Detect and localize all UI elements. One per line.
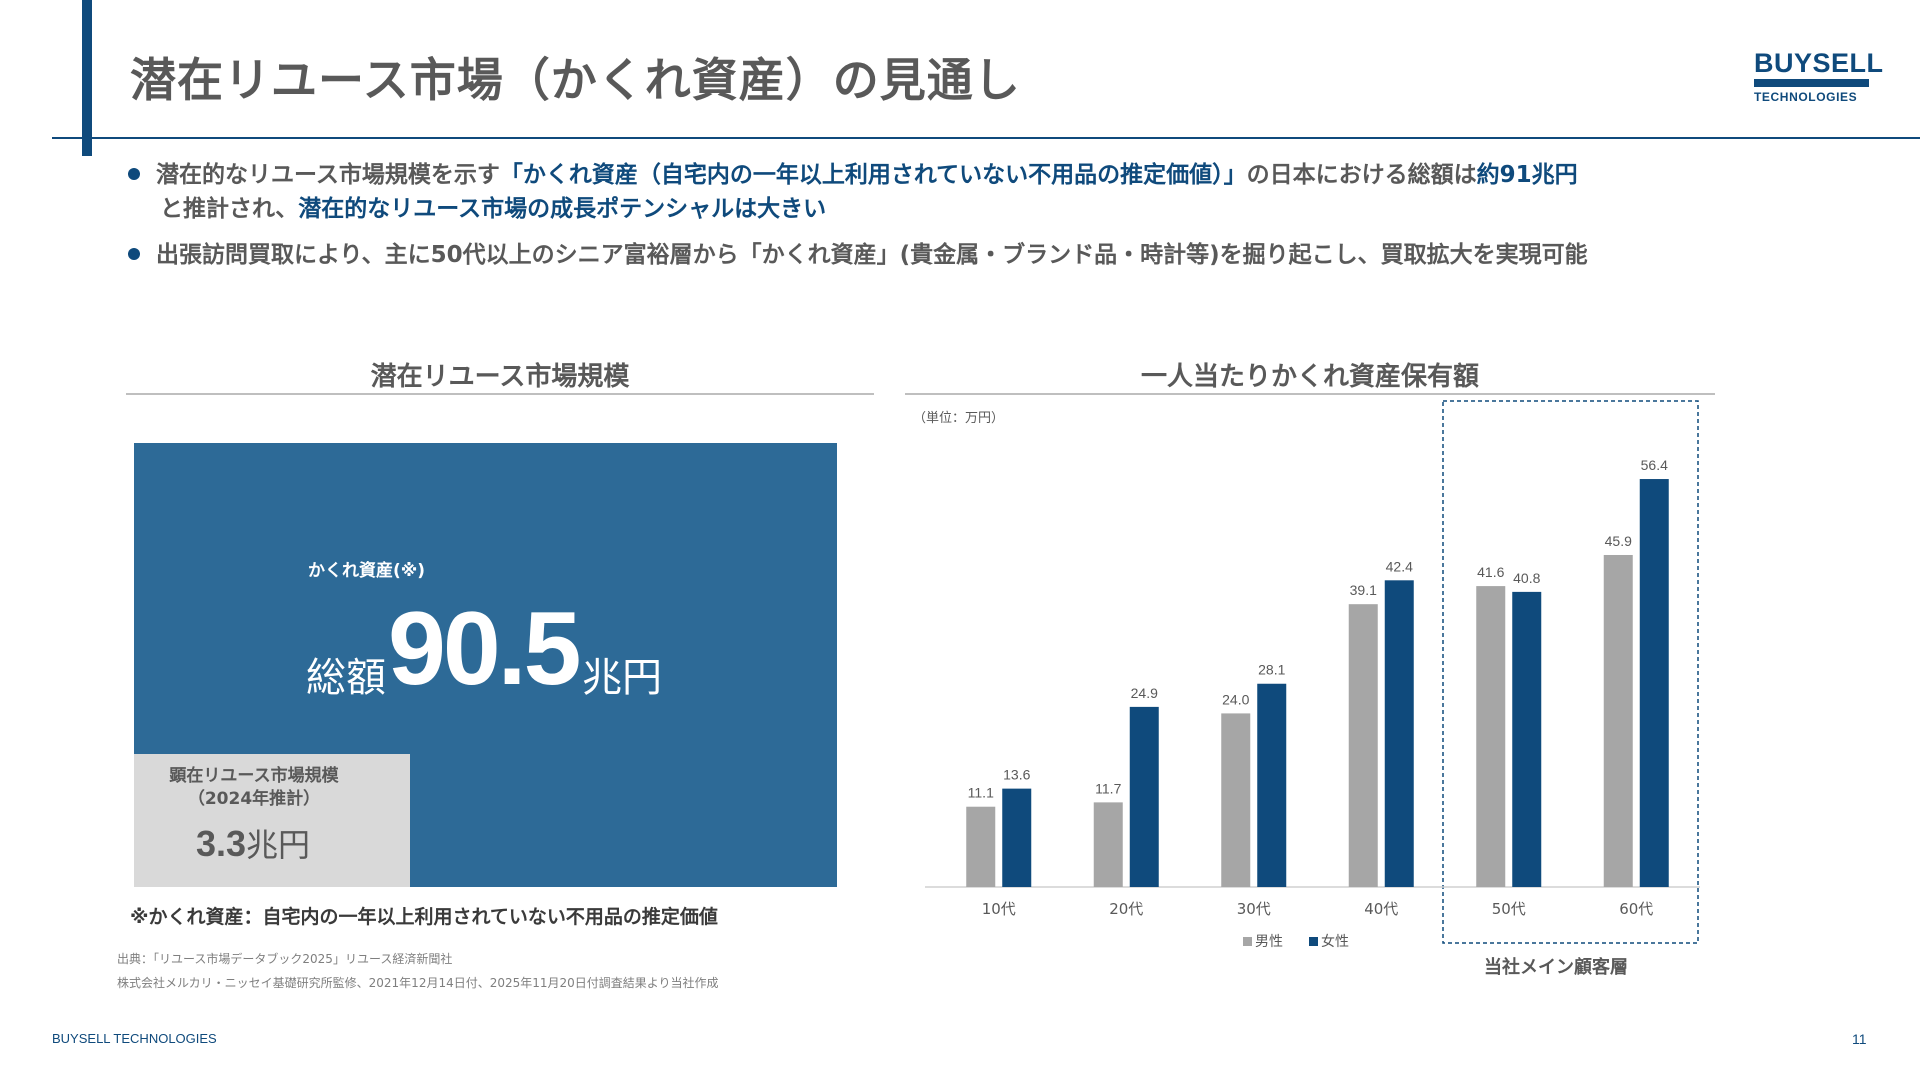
bullet-1-text-c: の日本における総額は	[1246, 162, 1477, 188]
page-title: 潜在リユース市場（かくれ資産）の見通し	[130, 53, 1021, 107]
bar-male-3	[1348, 604, 1378, 887]
bullet-1-continuation: と推計され、潜在的なリユース市場の成長ポテンシャルは大きい	[160, 192, 826, 226]
bullet-1: 潜在的なリユース市場規模を示す「かくれ資産（自宅内の一年以上利用されていない不用…	[128, 158, 1578, 192]
bar-female-3	[1384, 580, 1414, 887]
x-tick-label-0: 10代	[982, 900, 1016, 918]
hidden-asset-footnote: ※かくれ資産：自宅内の一年以上利用されていない不用品の推定価値	[130, 906, 718, 928]
logo-stripe	[1754, 79, 1869, 87]
left-section-divider	[126, 393, 874, 395]
current-market-label-line-1: 顕在リユース市場規模	[169, 766, 339, 786]
bar-female-0	[1002, 788, 1032, 887]
x-tick-label-4: 50代	[1492, 900, 1526, 918]
total-prefix: 総額	[306, 655, 386, 701]
bullet-1-text-e: と推計され、	[160, 196, 299, 222]
data-label-male-4: 41.6	[1477, 564, 1504, 580]
bullet-2-text: 出張訪問買取により、主に50代以上のシニア富裕層から「かくれ資産」(貴金属・ブラ…	[156, 242, 1588, 268]
hidden-asset-label: かくれ資産(※)	[308, 561, 426, 581]
data-label-female-5: 56.4	[1641, 457, 1668, 473]
right-section-divider	[905, 393, 1715, 395]
bar-male-5	[1603, 554, 1633, 887]
total-value: 90.5	[388, 591, 581, 707]
data-label-male-1: 11.7	[1095, 780, 1121, 796]
hidden-asset-per-person-chart: 11.1 13.6 10代 11.7 24.9 20代 24.0 28.1 30代 39.1 42.…	[925, 400, 1700, 950]
bar-female-5	[1639, 479, 1669, 887]
current-market-label-line-2: （2024年推計）	[187, 789, 321, 809]
current-market-label: 顕在リユース市場規模 （2024年推計）	[134, 765, 374, 811]
main-customer-segment-label: 当社メイン顧客層	[1484, 957, 1628, 978]
data-label-female-1: 24.9	[1131, 685, 1158, 701]
current-market-number: 3.3	[196, 823, 247, 864]
data-label-female-4: 40.8	[1513, 570, 1540, 586]
logo-main-text: BUYSELL	[1754, 48, 1884, 78]
data-label-male-5: 45.9	[1605, 533, 1632, 549]
source-note-2: 株式会社メルカリ・ニッセイ基礎研究所監修、2021年12月14日付、2025年1…	[117, 976, 719, 990]
bar-male-2	[1221, 713, 1251, 887]
total-unit: 兆円	[582, 655, 662, 701]
data-label-female-0: 13.6	[1003, 767, 1030, 783]
data-label-male-2: 24.0	[1222, 691, 1249, 707]
main-customer-highlight-frame	[1442, 400, 1699, 944]
footer-brand: BUYSELL TECHNOLOGIES	[52, 1031, 217, 1046]
bar-female-2	[1257, 683, 1287, 887]
legend-label-female: 女性	[1321, 933, 1349, 950]
bullet-1-highlight-amount: 約91兆円	[1476, 162, 1578, 188]
current-market-block	[134, 754, 410, 887]
data-label-female-3: 42.4	[1386, 558, 1413, 574]
bullet-1-highlight-hidden-asset: 「かくれ資産（自宅内の一年以上利用されていない不用品の推定価値）」	[499, 162, 1247, 188]
current-market-unit: 兆円	[246, 826, 311, 864]
logo-sub-text: TECHNOLOGIES	[1754, 90, 1858, 104]
left-accent-bar	[82, 0, 92, 156]
bar-female-1	[1129, 706, 1159, 887]
bullet-dot-icon	[128, 247, 140, 260]
left-section-title: 潜在リユース市場規模	[370, 362, 630, 392]
bar-male-4	[1476, 586, 1506, 887]
legend-label-male: 男性	[1255, 934, 1283, 950]
page-number: 11	[1852, 1031, 1867, 1047]
bullet-1-highlight-potential: 潜在的なリユース市場の成長ポテンシャルは大きい	[298, 196, 827, 222]
bar-male-0	[966, 806, 996, 887]
data-label-female-2: 28.1	[1258, 662, 1285, 678]
x-tick-label-2: 30代	[1237, 900, 1271, 918]
bullet-2: 出張訪問買取により、主に50代以上のシニア富裕層から「かくれ資産」(貴金属・ブラ…	[128, 238, 1588, 272]
header-divider	[52, 137, 1920, 139]
bullet-1-text-a: 潜在的なリユース市場規模を示す	[156, 162, 500, 188]
x-tick-label-3: 40代	[1364, 900, 1398, 918]
bar-female-4	[1512, 591, 1542, 887]
data-label-male-0: 11.1	[968, 785, 994, 801]
current-market-value: 3.3兆円	[196, 820, 310, 866]
bar-male-1	[1093, 802, 1123, 887]
chart-unit-label: （単位：万円）	[913, 411, 1005, 426]
data-label-male-3: 39.1	[1350, 582, 1377, 598]
company-logo: BUYSELL TECHNOLOGIES	[1754, 48, 1884, 104]
legend-swatch-female	[1309, 937, 1318, 946]
bullet-dot-icon	[128, 167, 140, 180]
source-note-1: 出典：「リユース市場データブック2025」リユース経済新聞社	[117, 952, 453, 966]
right-section-title: 一人当たりかくれ資産保有額	[1140, 362, 1479, 392]
x-tick-label-1: 20代	[1109, 900, 1143, 918]
legend-swatch-male	[1243, 937, 1252, 946]
x-tick-label-5: 60代	[1619, 900, 1653, 918]
